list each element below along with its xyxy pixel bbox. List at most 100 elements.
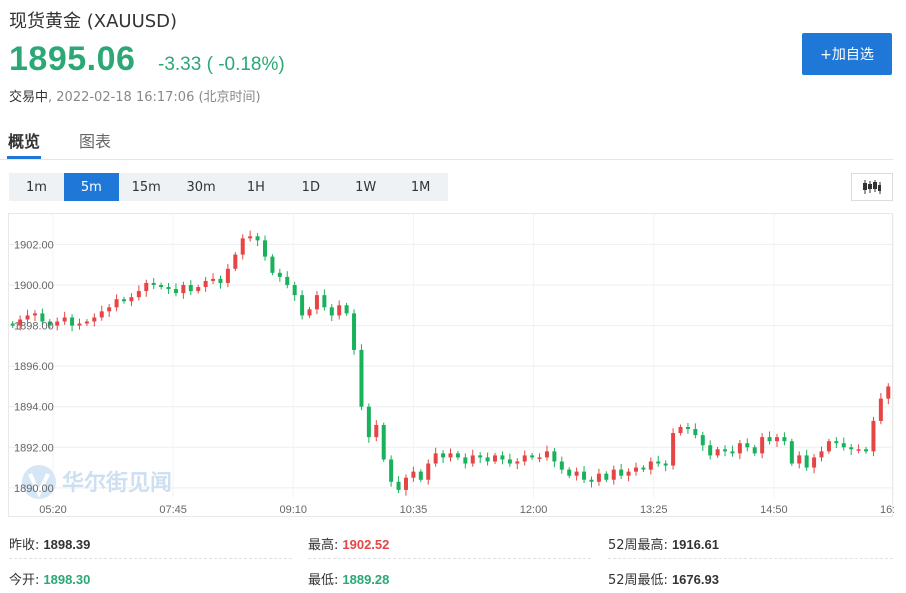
candlestick-icon [863, 180, 881, 194]
x-tick-label: 05:20 [39, 504, 67, 516]
candle-body [240, 238, 245, 255]
candle-body [582, 471, 587, 480]
candle-body [99, 311, 104, 318]
x-tick-label: 14:50 [760, 504, 788, 516]
watermark-logo-icon [28, 473, 50, 498]
candle-body [804, 455, 809, 468]
candle-body [314, 295, 319, 310]
candle-body [381, 424, 386, 460]
period-1m[interactable]: 1m [25, 179, 47, 195]
candle-body [856, 449, 861, 451]
candle-body [92, 317, 97, 322]
candle-body [678, 427, 683, 434]
candle-body [233, 254, 238, 269]
candle-body [277, 272, 282, 277]
candle-body [366, 406, 371, 438]
candle-body [574, 471, 579, 476]
watermark: 华尔街见闻 [22, 465, 172, 499]
candle-body [671, 433, 676, 466]
candle-body [285, 276, 290, 285]
stat-open: 今开: 1898.30 [9, 569, 90, 588]
candle-body [871, 420, 876, 452]
candle-body [663, 463, 668, 466]
candle-body [55, 321, 60, 326]
candle-body [166, 287, 171, 290]
candle-body [10, 323, 15, 326]
period-30m[interactable]: 30m [186, 179, 216, 195]
candle-body [567, 469, 572, 476]
x-tick-label: 07:45 [159, 504, 187, 516]
candle-body [485, 457, 490, 462]
candle-body [322, 295, 327, 308]
trading-status-label: 交易中 [9, 90, 49, 105]
period-15m[interactable]: 15m [131, 179, 161, 195]
candle-body [812, 457, 817, 468]
candle-body [84, 321, 89, 324]
period-5m[interactable]: 5m [63, 173, 119, 201]
price-chart[interactable]: 华尔街见闻 1902.00 1900.00 1898.00 1896.00 1894.0… [8, 213, 894, 517]
candle-body [604, 473, 609, 480]
candle-body [730, 451, 735, 454]
candle-body [159, 285, 164, 288]
candle-body [344, 305, 349, 314]
candle-body [596, 473, 601, 482]
candle-body [441, 453, 446, 458]
candle-body [77, 323, 82, 326]
candle-body [62, 317, 67, 322]
divider [9, 558, 292, 559]
candle-body [552, 451, 557, 462]
watermark-text: 华尔街见闻 [62, 470, 172, 496]
candle-body [181, 285, 186, 294]
candle-body [789, 441, 794, 464]
candle-body [151, 282, 156, 285]
candle-body [774, 437, 779, 442]
trading-status-time: , 2022-02-18 16:17:06 (北京时间) [48, 90, 261, 105]
stat-open-value: 1898.30 [43, 572, 91, 587]
candle-body [685, 427, 690, 430]
candle-body [530, 455, 535, 458]
candle-body [500, 455, 505, 460]
candle-body [25, 315, 30, 320]
period-selector: 1m 5m 15m 30m 1H 1D 1W 1M [9, 173, 448, 201]
stat-low: 最低: 1889.28 [308, 569, 389, 588]
stat-high: 最高: 1902.52 [308, 534, 389, 553]
y-tick-label: 1894.00 [14, 402, 54, 414]
x-tick-label: 10:35 [400, 504, 428, 516]
y-tick-label: 1890.00 [14, 483, 54, 495]
candle-body [418, 471, 423, 480]
period-1d[interactable]: 1D [301, 179, 320, 195]
candle-body [307, 309, 312, 316]
current-price: 1895.06 [9, 40, 136, 78]
candle-body [782, 437, 787, 442]
candle-body [708, 445, 713, 456]
candle-body [211, 278, 216, 281]
add-to-watchlist-button[interactable]: +加自选 [802, 33, 892, 75]
candle-body [374, 424, 379, 438]
candle-body [426, 463, 431, 480]
divider [608, 558, 893, 559]
period-1h[interactable]: 1H [246, 179, 265, 195]
y-tick-label: 1896.00 [14, 361, 54, 373]
candle-body [359, 349, 364, 407]
stat-52w-low-value: 1676.93 [671, 572, 719, 587]
candle-body [136, 291, 141, 298]
tab-chart[interactable]: 图表 [79, 132, 112, 151]
candle-body [693, 429, 698, 436]
candle-body [767, 437, 772, 442]
candle-body [389, 459, 394, 482]
stat-52w-high-label: 52周最高: [608, 538, 668, 553]
chart-type-button[interactable] [851, 173, 893, 201]
stat-open-label: 今开: [9, 573, 40, 588]
period-1M[interactable]: 1M [410, 179, 431, 195]
tab-overview[interactable]: 概览 [8, 132, 41, 151]
candle-body [515, 461, 520, 464]
candle-body [648, 461, 653, 470]
candle-body [403, 477, 408, 490]
stat-low-label: 最低: [308, 573, 339, 588]
period-1w[interactable]: 1W [355, 179, 377, 195]
candle-body [559, 461, 564, 470]
candle-body [864, 449, 869, 452]
candle-body [626, 471, 631, 476]
candle-body [270, 256, 275, 273]
active-tab-indicator [7, 156, 41, 159]
